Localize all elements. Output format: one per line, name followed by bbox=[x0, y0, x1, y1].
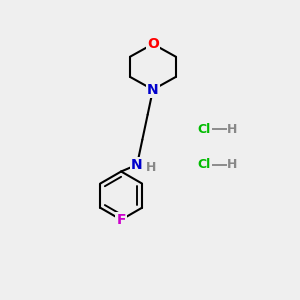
Text: H: H bbox=[146, 160, 156, 174]
Text: H: H bbox=[227, 158, 238, 171]
Text: Cl: Cl bbox=[198, 158, 211, 171]
Text: O: O bbox=[147, 37, 159, 51]
Text: N: N bbox=[147, 82, 159, 97]
Text: F: F bbox=[116, 213, 126, 227]
Text: H: H bbox=[227, 123, 238, 136]
Text: N: N bbox=[131, 158, 143, 172]
Text: Cl: Cl bbox=[198, 123, 211, 136]
